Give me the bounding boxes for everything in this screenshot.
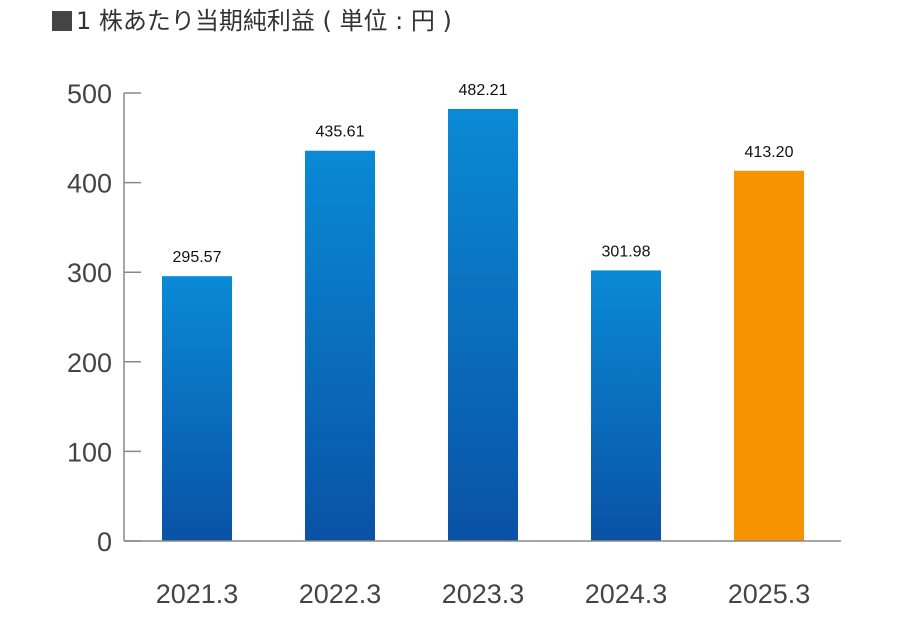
title-square-marker [52, 11, 72, 31]
x-tick-label-2025.3: 2025.3 [728, 579, 811, 609]
bar-2025.3 [734, 170, 804, 541]
bar-2021.3 [162, 276, 232, 541]
x-axis: 2021.3 2022.3 2023.3 2024.3 2025.3 [124, 540, 841, 609]
bar-2022.3 [305, 150, 375, 542]
chart-title: 1 株あたり当期純利益 ( 単位 : 円 ) [52, 6, 452, 36]
bar-2023.3 [448, 108, 518, 541]
x-tick-label-2023.3: 2023.3 [442, 579, 525, 609]
y-tick-label: 200 [67, 348, 112, 378]
y-tick-label: 0 [97, 527, 112, 557]
y-tick-label: 100 [67, 437, 112, 467]
bars: 295.57 435.61 482.21 301.98 413.20 [162, 82, 804, 542]
x-tick-label-2024.3: 2024.3 [585, 579, 668, 609]
y-axis: 0 100 200 300 400 500 [67, 79, 141, 557]
y-tick-label: 500 [67, 79, 112, 109]
data-label-2023.3: 482.21 [459, 82, 508, 99]
data-label-2025.3: 413.20 [745, 144, 794, 161]
y-tick-label: 300 [67, 258, 112, 288]
x-tick-label-2021.3: 2021.3 [156, 579, 239, 609]
x-tick-label-2022.3: 2022.3 [299, 579, 382, 609]
data-label-2022.3: 435.61 [316, 124, 365, 141]
data-label-2024.3: 301.98 [602, 243, 651, 260]
data-label-2021.3: 295.57 [173, 249, 222, 266]
y-tick-label: 400 [67, 169, 112, 199]
title-number: 1 [76, 7, 92, 35]
bar-2024.3 [591, 270, 661, 541]
title-text: 株あたり当期純利益 ( 単位 : 円 ) [98, 7, 452, 35]
